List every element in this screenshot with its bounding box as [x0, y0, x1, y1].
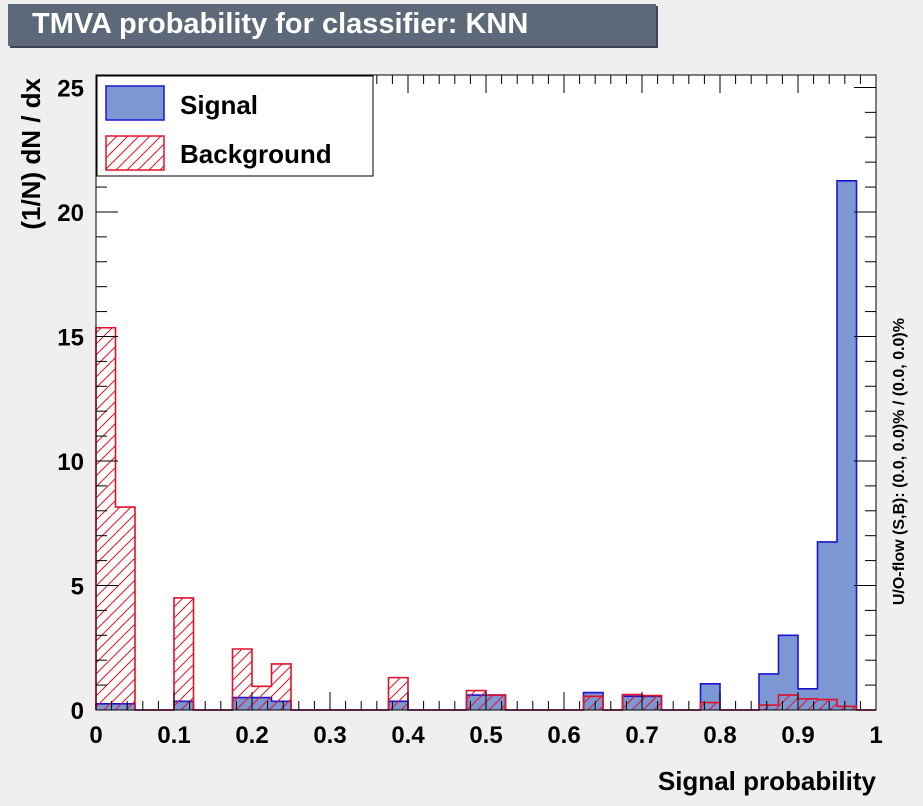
background-bar	[798, 698, 818, 710]
background-bar	[232, 648, 252, 710]
y-tick-label: 10	[57, 449, 84, 476]
x-tick-label: 0.4	[391, 722, 425, 749]
x-tick-label: 0.2	[235, 722, 268, 749]
legend-background-label: Background	[180, 139, 332, 169]
plot-area	[96, 75, 876, 710]
background-series	[95, 326, 876, 711]
y-tick-labels: 0 5 10 15 20 25	[57, 75, 84, 725]
background-bar	[837, 706, 857, 710]
chart-title: TMVA probability for classifier: KNN	[32, 8, 529, 40]
legend-background-swatch	[105, 135, 165, 171]
background-bar	[486, 695, 506, 710]
background-bar	[115, 507, 135, 710]
legend-signal-label: Signal	[180, 90, 258, 120]
signal-bar	[778, 635, 798, 710]
legend-signal-swatch	[105, 85, 165, 121]
overflow-label: U/O-flow (S,B): (0.0, 0.0)% / (0.0, 0.0)…	[891, 318, 908, 605]
legend: Signal Background	[96, 75, 374, 177]
background-bar	[271, 663, 291, 710]
background-bar	[583, 696, 603, 710]
background-bar	[700, 702, 720, 710]
background-bar	[466, 690, 486, 710]
background-bar	[622, 694, 642, 710]
y-tick-label: 5	[71, 573, 84, 600]
background-bar	[817, 699, 837, 710]
x-tick-label: 0.7	[625, 722, 658, 749]
x-tick-label: 0.3	[313, 722, 346, 749]
y-tick-label: 25	[57, 75, 84, 102]
chart-title-bar: TMVA probability for classifier: KNN	[8, 4, 656, 46]
y-tick-label: 0	[71, 698, 84, 725]
x-tick-label: 0.9	[781, 722, 814, 749]
y-tick-label: 15	[57, 324, 84, 351]
background-bar	[96, 327, 116, 710]
x-tick-label: 0.5	[469, 722, 502, 749]
y-tick-label: 20	[57, 200, 84, 227]
background-bar	[252, 686, 272, 710]
signal-bar	[759, 673, 779, 710]
background-bar	[388, 677, 408, 710]
x-tick-label: 0.8	[703, 722, 736, 749]
x-tick-label: 1	[869, 722, 882, 749]
background-bar	[759, 705, 779, 710]
background-bar	[642, 695, 662, 710]
signal-bar	[837, 180, 857, 711]
x-tick-label: 0.1	[157, 722, 190, 749]
y-axis-label: (1/N) dN / dx	[16, 77, 46, 229]
x-tick-label: 0.6	[547, 722, 580, 749]
x-tick-label: 0	[89, 722, 102, 749]
x-axis-label: Signal probability	[658, 766, 877, 796]
background-bar	[778, 695, 798, 710]
background-bar	[174, 597, 194, 710]
signal-bar	[817, 541, 837, 710]
x-tick-labels: 0 0.1 0.2 0.3 0.4 0.5 0.6 0.7 0.8 0.9 1	[89, 722, 882, 749]
